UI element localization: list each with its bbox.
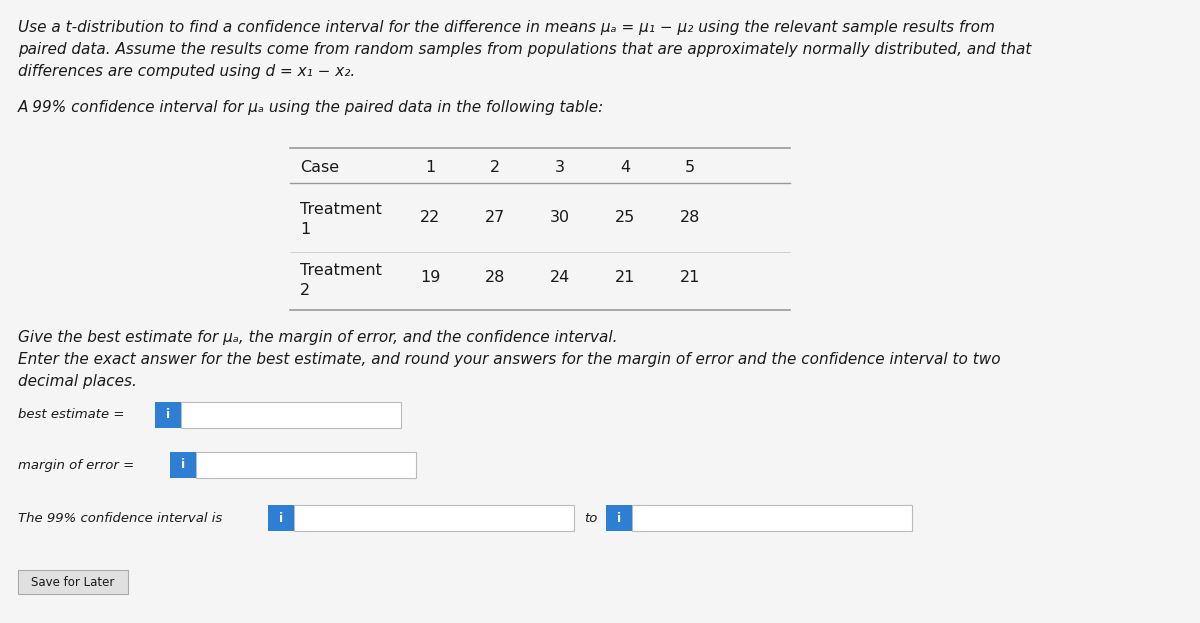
Text: 27: 27	[485, 211, 505, 226]
Text: 1: 1	[425, 161, 436, 176]
Text: 28: 28	[680, 211, 700, 226]
Text: 24: 24	[550, 270, 570, 285]
Text: i: i	[181, 459, 185, 472]
Text: best estimate =: best estimate =	[18, 409, 125, 422]
Text: to: to	[584, 511, 598, 525]
Text: 2: 2	[300, 283, 310, 298]
FancyBboxPatch shape	[155, 402, 181, 428]
Text: Treatment: Treatment	[300, 202, 382, 217]
Text: Enter the exact answer for the best estimate, and round your answers for the mar: Enter the exact answer for the best esti…	[18, 352, 1001, 367]
Text: 4: 4	[620, 161, 630, 176]
Text: Save for Later: Save for Later	[31, 576, 115, 589]
Text: The 99% confidence interval is: The 99% confidence interval is	[18, 511, 222, 525]
Text: 1: 1	[300, 222, 311, 237]
Text: 21: 21	[680, 270, 700, 285]
Text: differences are computed using d = x₁ − x₂.: differences are computed using d = x₁ − …	[18, 64, 355, 79]
Text: Treatment: Treatment	[300, 263, 382, 278]
Text: 25: 25	[614, 211, 635, 226]
Text: 21: 21	[614, 270, 635, 285]
Text: 3: 3	[554, 161, 565, 176]
Text: decimal places.: decimal places.	[18, 374, 137, 389]
Text: i: i	[278, 511, 283, 525]
FancyBboxPatch shape	[632, 505, 912, 531]
FancyBboxPatch shape	[268, 505, 294, 531]
Text: Case: Case	[300, 161, 340, 176]
Text: paired data. Assume the results come from random samples from populations that a: paired data. Assume the results come fro…	[18, 42, 1031, 57]
Text: i: i	[166, 409, 170, 422]
Text: Give the best estimate for μₐ, the margin of error, and the confidence interval.: Give the best estimate for μₐ, the margi…	[18, 330, 618, 345]
FancyBboxPatch shape	[196, 452, 416, 478]
FancyBboxPatch shape	[294, 505, 574, 531]
FancyBboxPatch shape	[181, 402, 401, 428]
Text: A 99% confidence interval for μₐ using the paired data in the following table:: A 99% confidence interval for μₐ using t…	[18, 100, 605, 115]
Text: 22: 22	[420, 211, 440, 226]
FancyBboxPatch shape	[170, 452, 196, 478]
Text: 5: 5	[685, 161, 695, 176]
Text: 28: 28	[485, 270, 505, 285]
Text: 2: 2	[490, 161, 500, 176]
Text: 19: 19	[420, 270, 440, 285]
FancyBboxPatch shape	[606, 505, 632, 531]
FancyBboxPatch shape	[18, 570, 128, 594]
Text: Use a t-distribution to find a confidence interval for the difference in means μ: Use a t-distribution to find a confidenc…	[18, 20, 995, 35]
Text: margin of error =: margin of error =	[18, 459, 134, 472]
Text: i: i	[617, 511, 622, 525]
Text: 30: 30	[550, 211, 570, 226]
